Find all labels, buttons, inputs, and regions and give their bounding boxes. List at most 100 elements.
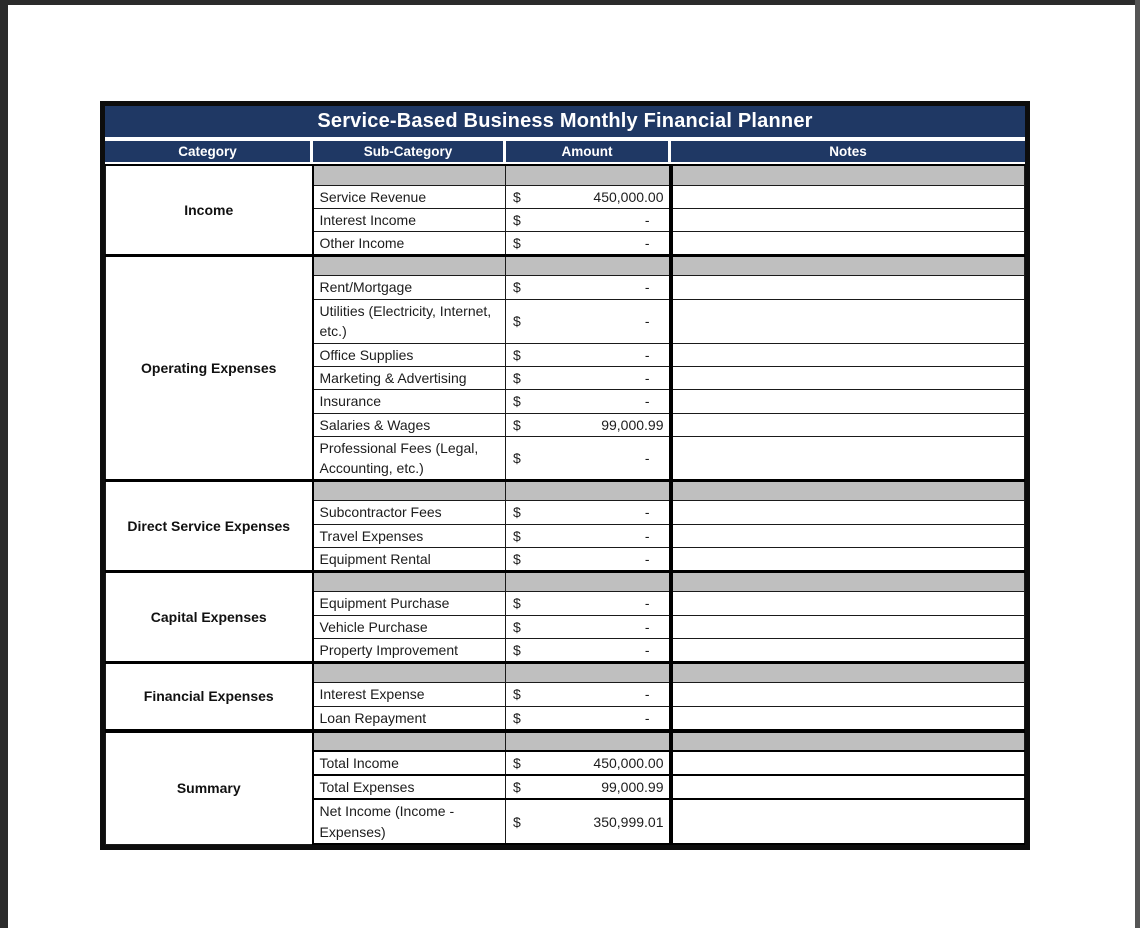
notes-cell: [670, 412, 1025, 437]
spacer-cell: [670, 728, 1025, 752]
spacer-row: Summary: [105, 728, 1025, 845]
amount-value: -: [644, 618, 650, 635]
subcategory-cell: Interest Income: [312, 207, 506, 233]
spacer-cell: [505, 164, 673, 186]
amount-cell: $ -: [505, 389, 673, 414]
notes-cell: [670, 637, 1025, 664]
data-row: Total Income $450,000.00: [106, 749, 1025, 777]
notes-cell: [670, 547, 1025, 573]
subcategory-cell: Equipment Purchase: [312, 591, 506, 616]
spacer-row: Capital Expenses: [105, 570, 1025, 664]
amount-value: -: [644, 527, 650, 544]
currency-symbol: $: [513, 754, 521, 771]
notes-cell: [670, 523, 1025, 549]
spacer-cell: [505, 661, 673, 684]
currency-symbol: $: [513, 346, 521, 363]
header-amount: Amount: [506, 141, 668, 162]
subcategory-cell: Marketing & Advertising: [312, 365, 506, 391]
spacer-cell: [670, 479, 1025, 502]
currency-symbol: $: [513, 211, 521, 228]
currency-symbol: $: [513, 416, 521, 433]
notes-cell: [670, 705, 1025, 732]
data-row: Utilities (Electricity, Internet, etc.) …: [106, 298, 1025, 344]
currency-symbol: $: [513, 235, 521, 252]
subcategory-cell: Interest Expense: [312, 682, 506, 707]
data-row: Service Revenue $450,000.00: [106, 184, 1025, 209]
amount-cell: $ -: [505, 547, 673, 573]
amount-cell: $450,000.00: [505, 184, 673, 209]
page-edge-left: [0, 0, 8, 928]
amount-cell: $ -: [505, 614, 673, 639]
data-row: Other Income $ -: [106, 231, 1025, 257]
spacer-cell: [312, 570, 506, 593]
spacer-row: Operating Expenses: [105, 254, 1025, 482]
subcategory-cell: Salaries & Wages: [312, 412, 506, 437]
data-row: Rent/Mortgage $ -: [106, 275, 1025, 300]
amount-cell: $ -: [505, 591, 673, 616]
data-row: Salaries & Wages $99,000.99: [106, 412, 1025, 437]
notes-cell: [670, 389, 1025, 414]
sheet-title: Service-Based Business Monthly Financial…: [105, 106, 1025, 137]
currency-symbol: $: [513, 641, 521, 658]
amount-value: -: [644, 450, 650, 467]
spacer-cell: [670, 570, 1025, 593]
currency-symbol: $: [513, 188, 521, 205]
currency-symbol: $: [513, 551, 521, 568]
currency-symbol: $: [513, 504, 521, 521]
category-cell-operating-expenses: Operating Expenses: [105, 254, 314, 482]
notes-cell: [670, 231, 1025, 257]
page-edge-top: [0, 0, 1140, 5]
spacer-row: Income: [105, 164, 1025, 257]
currency-symbol: $: [513, 369, 521, 386]
notes-cell: [670, 342, 1025, 367]
amount-value: -: [644, 393, 650, 410]
amount-value: -: [644, 313, 650, 330]
amount-value: -: [644, 709, 650, 726]
data-row: Net Income (Income - Expenses) $350,999.…: [106, 798, 1025, 846]
header-notes: Notes: [671, 141, 1025, 162]
amount-cell: $ -: [505, 682, 673, 707]
amount-cell: $ -: [505, 342, 673, 367]
subcategory-cell: Subcontractor Fees: [312, 500, 506, 525]
spacer-row: Direct Service Expenses: [105, 479, 1025, 573]
currency-symbol: $: [513, 527, 521, 544]
amount-value: 99,000.99: [601, 416, 664, 433]
amount-cell: $ -: [505, 231, 673, 257]
notes-cell: [670, 749, 1025, 777]
notes-cell: [670, 365, 1025, 391]
subcategory-cell: Total Income: [312, 749, 506, 777]
amount-cell: $ -: [505, 298, 673, 344]
amount-value: -: [644, 279, 650, 296]
amount-value: -: [644, 595, 650, 612]
currency-symbol: $: [513, 393, 521, 410]
spacer-cell: [312, 661, 506, 684]
data-row: Property Improvement $ -: [106, 637, 1025, 664]
currency-symbol: $: [513, 595, 521, 612]
data-row: Travel Expenses $ -: [106, 523, 1025, 549]
data-row: Interest Expense $ -: [106, 682, 1025, 707]
data-row: Loan Repayment $ -: [106, 705, 1025, 732]
amount-cell: $ -: [505, 275, 673, 300]
subcategory-cell: Professional Fees (Legal, Accounting, et…: [312, 435, 506, 482]
subcategory-cell: Insurance: [312, 389, 506, 414]
header-category: Category: [105, 141, 310, 162]
data-row: Total Expenses $99,000.99: [106, 774, 1025, 801]
data-row: Professional Fees (Legal, Accounting, et…: [106, 435, 1025, 482]
subcategory-cell: Net Income (Income - Expenses): [312, 798, 506, 846]
spacer-cell: [312, 164, 506, 186]
amount-value: 450,000.00: [593, 754, 664, 771]
category-cell-summary: Summary: [105, 728, 314, 845]
amount-value: -: [644, 686, 650, 703]
currency-symbol: $: [513, 450, 521, 467]
currency-symbol: $: [513, 779, 521, 796]
amount-value: 450,000.00: [593, 188, 664, 205]
subcategory-cell: Vehicle Purchase: [312, 614, 506, 639]
planner-table: Income Service Revenue $450,000.00 Inter…: [105, 164, 1025, 846]
notes-cell: [670, 275, 1025, 300]
amount-cell: $450,000.00: [505, 749, 673, 777]
header-sub-category: Sub-Category: [313, 141, 503, 162]
spacer-cell: [312, 728, 506, 752]
currency-symbol: $: [513, 279, 521, 296]
amount-cell: $ -: [505, 705, 673, 732]
